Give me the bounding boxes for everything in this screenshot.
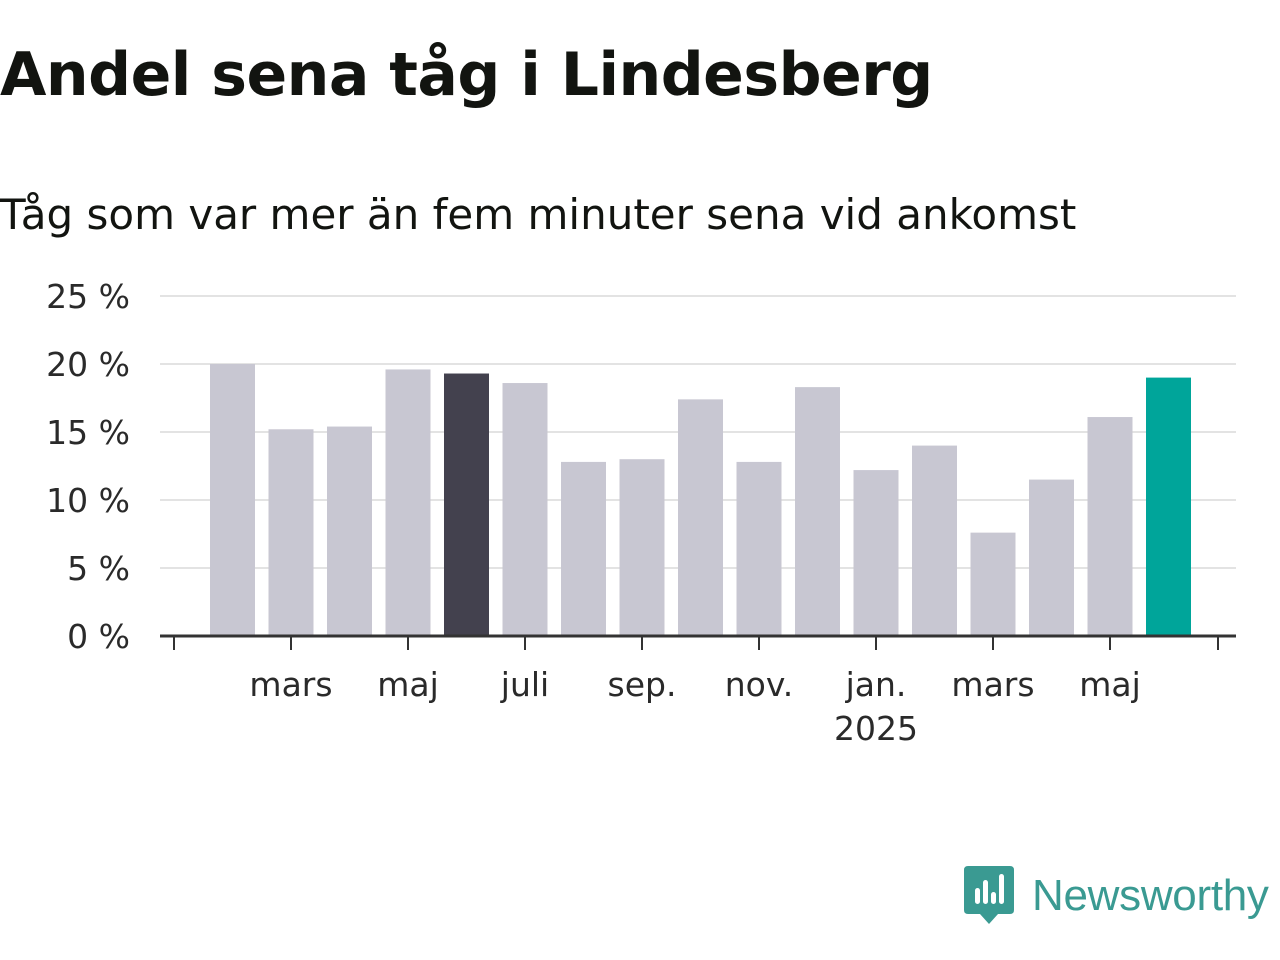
bar-2024-10 — [678, 399, 723, 636]
y-axis-labels: 0 % 5 % 10 % 15 % 20 % 25 % — [46, 277, 130, 656]
bar-2024-05 — [385, 369, 431, 636]
x-tick-label: mars — [951, 665, 1034, 704]
brand-name: Newsworthy — [1032, 871, 1269, 920]
bar-2024-08 — [561, 461, 606, 636]
y-tick-label: 15 % — [46, 413, 130, 452]
y-tick-label: 25 % — [46, 277, 130, 316]
bar-2024-06 — [444, 373, 489, 636]
bar-2024-11 — [736, 461, 782, 636]
x-axis — [160, 634, 1236, 650]
x-tick-label: sep. — [608, 665, 677, 704]
bar-2024-09 — [619, 459, 665, 636]
bar-2024-02 — [210, 364, 255, 636]
y-tick-label: 10 % — [46, 481, 130, 520]
bar-2025-04 — [1029, 479, 1074, 636]
x-tick-label: jan. — [845, 665, 907, 704]
bar-2025-06 — [1146, 377, 1191, 636]
bar-2025-05 — [1087, 417, 1133, 636]
bar-2024-12 — [795, 387, 840, 636]
bars — [210, 364, 1191, 636]
x-tick-year-label: 2025 — [834, 709, 918, 748]
bar-2024-07 — [502, 383, 548, 636]
bar-chart: 0 % 5 % 10 % 15 % 20 % 25 % mars maj juli sep. no… — [46, 277, 1236, 748]
x-tick-label: mars — [249, 665, 332, 704]
y-tick-label: 20 % — [46, 345, 130, 384]
bar-2025-03 — [970, 532, 1016, 636]
x-tick-label: juli — [500, 665, 549, 704]
y-tick-label: 5 % — [67, 549, 130, 588]
newsworthy-logo-icon — [964, 866, 1014, 924]
x-tick-label: maj — [377, 665, 439, 704]
brand-logo[interactable]: Newsworthy — [964, 864, 1269, 928]
x-tick-label: nov. — [725, 665, 794, 704]
bar-2024-04 — [327, 426, 372, 636]
y-tick-label: 0 % — [67, 617, 130, 656]
x-axis-labels: mars maj juli sep. nov. jan. 2025 mars maj — [249, 665, 1140, 748]
bar-2024-03 — [268, 429, 314, 636]
x-tick-label: maj — [1079, 665, 1141, 704]
bar-2025-02 — [912, 445, 957, 636]
bar-2025-01 — [853, 470, 899, 636]
chart-subtitle: Tåg som var mer än fem minuter sena vid … — [0, 190, 1077, 239]
chart-title: Andel sena tåg i Lindesberg — [0, 40, 933, 110]
